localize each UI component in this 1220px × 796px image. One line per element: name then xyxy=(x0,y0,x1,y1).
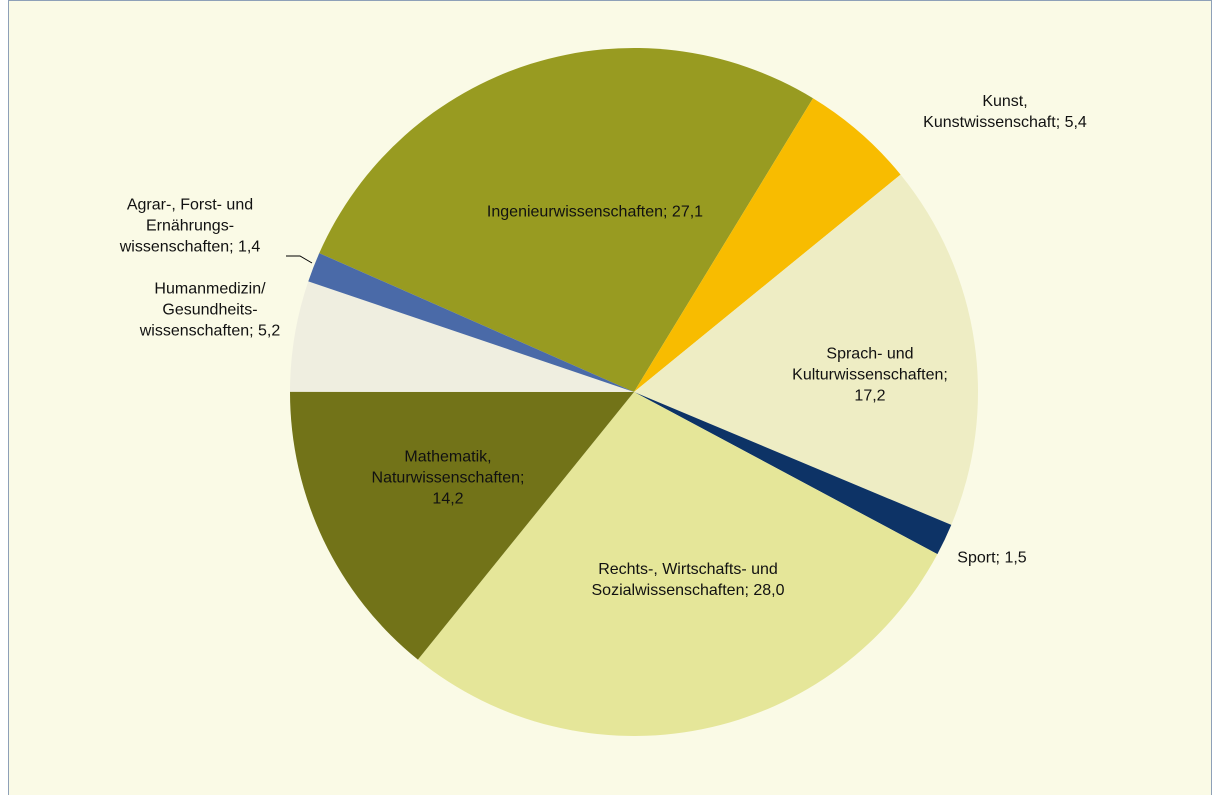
pie-slice xyxy=(634,98,901,392)
value-label: 28,0 xyxy=(753,582,785,599)
leader-line xyxy=(286,255,313,264)
data-label: Humanmedizin/ Gesundheits- wissenschafte… xyxy=(130,279,290,342)
category-name: Ingenieurwissenschaften xyxy=(486,203,664,221)
category-name: Sprach- und Kulturwissenschaften xyxy=(792,345,944,384)
value-label: 5,2 xyxy=(258,322,281,340)
separator: ; xyxy=(663,203,672,221)
value-label: 1,5 xyxy=(1004,549,1027,567)
separator: ; xyxy=(520,469,525,487)
data-label: Agrar-, Forst- und Ernährungs- wissensch… xyxy=(103,195,278,258)
separator: ; xyxy=(995,549,1005,567)
value-label: 5,4 xyxy=(1064,114,1087,131)
category-name: Agrar-, Forst- und Ernährungs- wissensch… xyxy=(119,196,254,256)
separator: ; xyxy=(943,366,948,384)
value-label: 14,2 xyxy=(432,490,464,508)
category-name: Humanmedizin/ Gesundheits- wissenschafte… xyxy=(139,280,266,340)
pie-slice xyxy=(290,281,634,392)
value-label: 27,1 xyxy=(671,203,704,221)
value-label: 1,4 xyxy=(238,238,261,256)
category-name: Kunst, Kunstwissenschaft xyxy=(923,93,1056,131)
separator: ; xyxy=(229,238,239,256)
data-label: Rechts-, Wirtschafts- und Sozialwissensc… xyxy=(568,559,808,601)
pie-slice xyxy=(319,47,814,392)
data-label: Sprach- und Kulturwissenschaften; 17,2 xyxy=(780,344,960,407)
data-label: Sport; 1,5 xyxy=(932,548,1052,569)
category-name: Mathematik, Naturwissenschaften xyxy=(371,448,521,487)
data-label: Ingenieurwissenschaften; 27,1 xyxy=(480,202,710,223)
category-name: Rechts-, Wirtschafts- und Sozialwissensc… xyxy=(591,561,778,599)
pie-slice xyxy=(308,253,634,392)
pie-slice xyxy=(417,392,938,736)
data-label: Mathematik, Naturwissenschaften; 14,2 xyxy=(358,447,538,510)
value-label: 17,2 xyxy=(854,387,886,405)
pie-slice xyxy=(634,174,978,525)
separator: ; xyxy=(744,582,754,599)
data-label: Kunst, Kunstwissenschaft; 5,4 xyxy=(918,91,1093,133)
separator: ; xyxy=(249,322,259,340)
pie-slice xyxy=(290,391,634,660)
category-name: Sport xyxy=(957,549,996,567)
pie-slice xyxy=(634,392,952,555)
separator: ; xyxy=(1055,114,1065,131)
